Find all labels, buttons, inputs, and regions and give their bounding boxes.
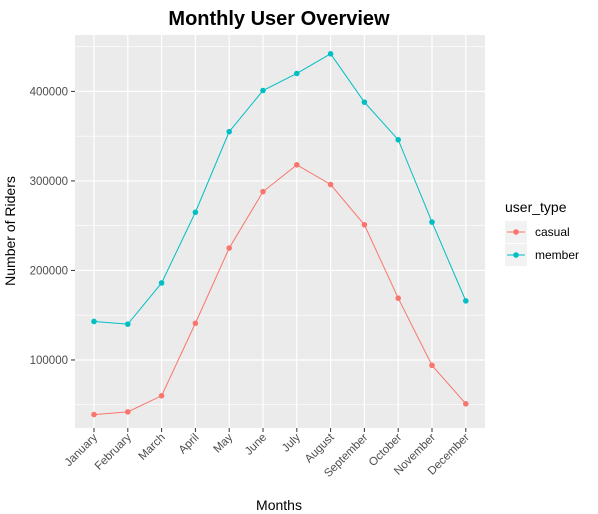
data-point-casual [260,188,266,195]
data-point-member [192,209,199,216]
data-point-member [463,298,469,304]
x-tick-label: April [177,432,202,457]
data-point-member [429,219,435,225]
y-tick-label: 300000 [30,176,68,188]
data-point-member [395,136,402,143]
data-point-casual [192,320,199,327]
data-point-member [294,70,300,77]
data-point-member [158,280,165,286]
data-point-casual [226,245,232,251]
legend-key-point [513,229,519,235]
data-point-casual [294,162,300,168]
data-point-casual [91,411,97,418]
legend-label: casual [535,225,570,239]
data-point-casual [125,409,131,415]
chart-title: Monthly User Overview [168,8,390,30]
series-member [91,50,469,327]
data-point-casual [463,401,469,407]
data-point-casual [429,362,435,369]
series-casual [91,162,469,418]
data-point-member [226,128,232,135]
data-point-member [260,87,266,94]
data-point-member [91,318,97,325]
legend-title: user_type [505,199,567,215]
x-tick-label: March [137,432,168,463]
data-point-casual [395,295,402,301]
x-tick-label: February [93,431,134,472]
data-point-casual [361,221,368,228]
legend-item-member: member [505,244,579,266]
series-line-member [93,53,467,325]
data-point-casual [327,181,334,188]
x-tick-label: July [280,431,303,454]
legend-label: member [535,248,579,262]
series-layer [91,50,469,418]
legend: user_type casual member [505,199,579,266]
data-point-member [361,99,368,105]
plot-panel [75,35,485,428]
x-tick-label: June [243,432,269,458]
y-axis-ticks: 100000 200000 300000 400000 [30,86,75,367]
legend-key-point [513,252,519,258]
x-tick-label: May [211,431,235,455]
y-tick-label: 100000 [30,355,68,367]
series-line-casual [93,164,467,416]
grid-lines [75,35,485,428]
legend-item-casual: casual [505,221,570,243]
data-point-casual [158,392,165,399]
y-tick-label: 400000 [30,86,68,98]
data-point-member [125,321,131,327]
y-axis-title: Number of Riders [2,176,18,286]
x-axis-title: Months [256,497,302,513]
y-tick-label: 200000 [30,265,68,277]
data-point-member [327,50,334,57]
